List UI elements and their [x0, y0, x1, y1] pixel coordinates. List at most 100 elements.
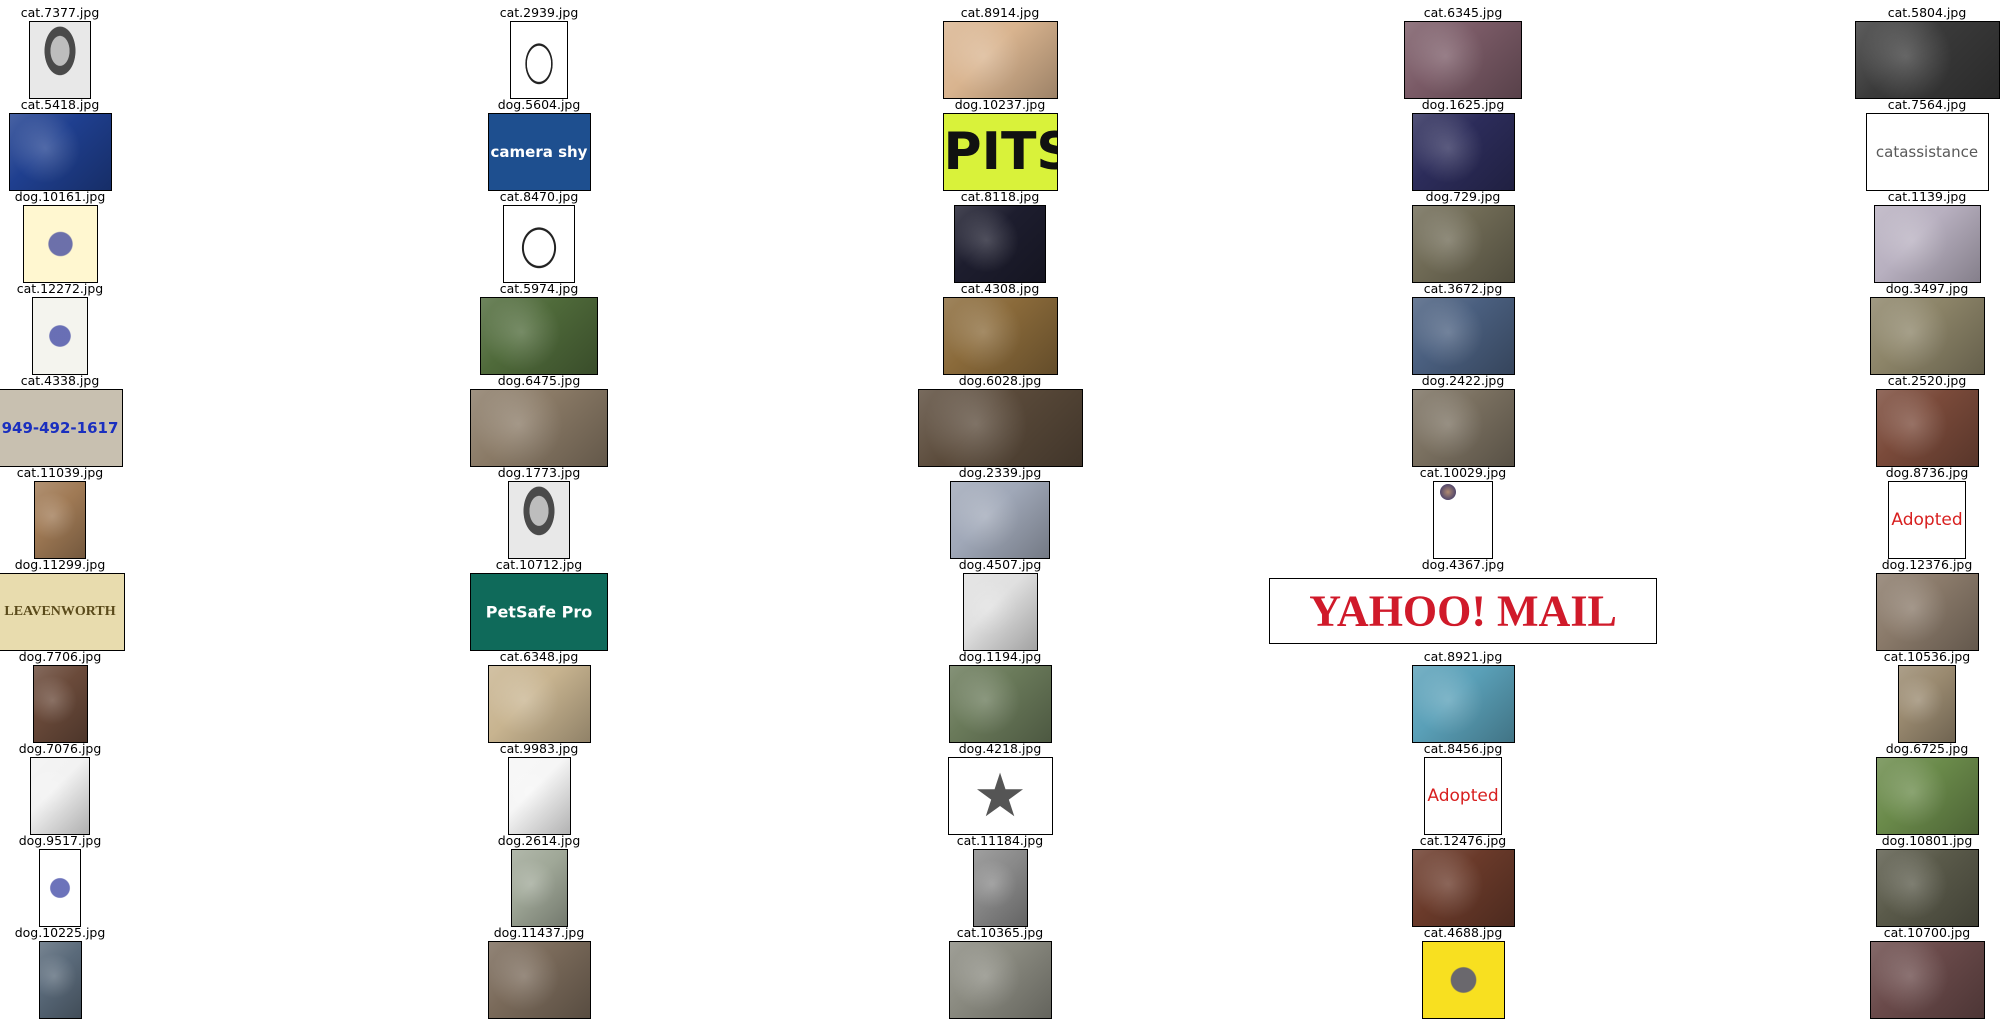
image-caption: cat.6348.jpg [499, 649, 579, 664]
thumbnail-content [1874, 206, 1980, 282]
image-caption: dog.11437.jpg [493, 925, 585, 940]
thumbnail-content [488, 666, 590, 742]
image-thumbnail [917, 389, 1083, 467]
thumbnail-content [31, 758, 89, 834]
thumbnail-content [955, 206, 1045, 282]
image-caption: dog.7706.jpg [18, 649, 102, 664]
image-caption: dog.12376.jpg [1881, 557, 1973, 572]
thumbnail-text: Adopted [1891, 510, 1963, 530]
thumbnail-content [39, 942, 81, 1018]
thumbnail-content [509, 482, 569, 558]
image-thumbnail [29, 21, 91, 99]
thumbnail-content [471, 390, 607, 466]
image-thumbnail [1433, 481, 1493, 559]
image-thumbnail: Adopted [1888, 481, 1966, 559]
image-caption: cat.8470.jpg [499, 189, 579, 204]
image-caption: dog.8736.jpg [1885, 465, 1969, 480]
image-caption: dog.6475.jpg [497, 373, 581, 388]
image-thumbnail [508, 481, 570, 559]
image-thumbnail [1898, 665, 1956, 743]
image-caption: dog.6725.jpg [1885, 741, 1969, 756]
image-thumbnail [1411, 113, 1515, 191]
image-caption: dog.5604.jpg [497, 97, 581, 112]
image-caption: cat.12476.jpg [1419, 833, 1507, 848]
image-thumbnail [1411, 389, 1515, 467]
image-caption: dog.2339.jpg [958, 465, 1042, 480]
image-thumbnail [1404, 21, 1522, 99]
thumbnail-content: PetSafe Pro [471, 574, 607, 650]
image-thumbnail [1411, 297, 1515, 375]
thumbnail-content [1899, 666, 1955, 742]
image-thumbnail [972, 849, 1028, 927]
image-caption: dog.4367.jpg [1421, 557, 1505, 572]
image-thumbnail: Adopted [1424, 757, 1502, 835]
image-thumbnail [1869, 941, 1985, 1019]
image-thumbnail [962, 573, 1038, 651]
thumbnail-content: Adopted [1889, 482, 1965, 558]
thumbnail-content: YAHOO! MAIL [1270, 579, 1656, 643]
image-thumbnail [480, 297, 598, 375]
image-thumbnail: camera shy [487, 113, 591, 191]
image-caption: cat.2939.jpg [499, 5, 579, 20]
image-caption: dog.11299.jpg [14, 557, 106, 572]
thumbnail-content [40, 850, 80, 926]
thumbnail-content [1412, 666, 1514, 742]
image-thumbnail [510, 21, 568, 99]
thumbnail-content [1876, 758, 1978, 834]
image-caption: dog.1194.jpg [958, 649, 1042, 664]
thumbnail-content [481, 298, 597, 374]
image-caption: cat.8914.jpg [960, 5, 1040, 20]
image-thumbnail: 949-492-1617 [0, 389, 123, 467]
image-caption: dog.2614.jpg [497, 833, 581, 848]
thumbnail-content [1876, 574, 1978, 650]
image-thumbnail: ★ [947, 757, 1053, 835]
image-caption: dog.4507.jpg [958, 557, 1042, 572]
image-thumbnail [948, 665, 1052, 743]
image-thumbnail [1411, 665, 1515, 743]
thumbnail-content [1412, 298, 1514, 374]
image-caption: dog.1625.jpg [1421, 97, 1505, 112]
thumbnail-content: catassistance [1867, 114, 1988, 190]
thumbnail-content [1412, 850, 1514, 926]
image-caption: cat.4308.jpg [960, 281, 1040, 296]
thumbnail-content [1870, 298, 1984, 374]
thumbnail-content [1412, 114, 1514, 190]
image-thumbnail [942, 21, 1058, 99]
image-caption: cat.6345.jpg [1423, 5, 1503, 20]
thumbnail-content [508, 758, 570, 834]
image-thumbnail [22, 205, 98, 283]
image-thumbnail: LEAVENWORTH [0, 573, 125, 651]
thumbnail-content [30, 22, 90, 98]
thumbnail-text: 949-492-1617 [1, 419, 119, 437]
image-thumbnail: PetSafe Pro [470, 573, 608, 651]
image-caption: dog.2422.jpg [1421, 373, 1505, 388]
thumbnail-content: 949-492-1617 [0, 390, 122, 466]
thumbnail-content: ★ [949, 758, 1052, 834]
thumbnail-content [949, 666, 1051, 742]
thumbnail-content [949, 942, 1051, 1018]
image-thumbnail [950, 481, 1050, 559]
image-caption: dog.3497.jpg [1885, 281, 1969, 296]
image-caption: cat.10365.jpg [956, 925, 1044, 940]
thumbnail-content [1434, 482, 1492, 558]
thumbnail-content [23, 206, 97, 282]
image-thumbnail [1869, 297, 1985, 375]
image-caption: cat.11184.jpg [956, 833, 1044, 848]
image-thumbnail: YAHOO! MAIL [1269, 578, 1657, 644]
thumbnail-content [951, 482, 1049, 558]
image-caption: dog.6028.jpg [958, 373, 1042, 388]
thumbnail-content [511, 850, 567, 926]
image-thumbnail [1854, 21, 2000, 99]
image-caption: cat.5418.jpg [20, 97, 100, 112]
image-caption: cat.4688.jpg [1423, 925, 1503, 940]
image-caption: dog.9517.jpg [18, 833, 102, 848]
image-thumbnail [954, 205, 1046, 283]
image-caption: cat.5804.jpg [1887, 5, 1967, 20]
image-thumbnail [30, 757, 90, 835]
image-thumbnail [1421, 941, 1505, 1019]
thumbnail-content: camera shy [489, 114, 590, 190]
image-caption: cat.9983.jpg [499, 741, 579, 756]
thumbnail-content [1876, 850, 1978, 926]
image-caption: cat.12272.jpg [16, 281, 104, 296]
